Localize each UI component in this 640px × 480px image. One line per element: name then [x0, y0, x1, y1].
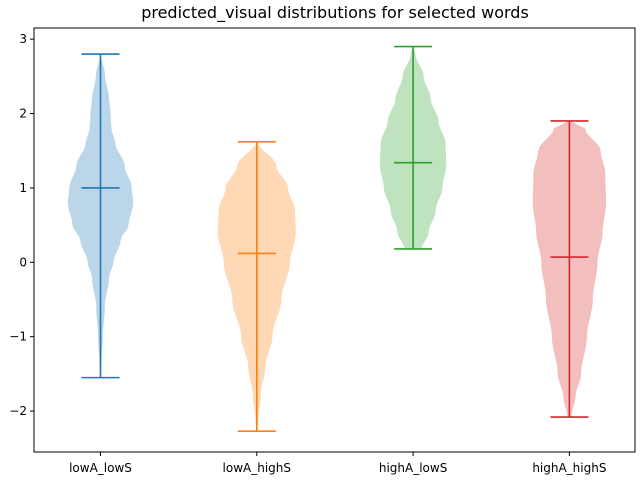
chart-title: predicted_visual distributions for selec…: [141, 3, 529, 23]
x-tick-label-1: lowA_lowS: [69, 461, 132, 475]
y-axis: −2 −1 0 1 2 3: [9, 32, 34, 418]
plot-frame: [33, 27, 636, 453]
y-tick-label-1: −2: [9, 404, 27, 418]
y-tick-label-4: 1: [19, 181, 27, 195]
x-tick-label-4: highA_highS: [532, 461, 606, 475]
y-tick-label-3: 0: [19, 255, 27, 269]
x-axis: lowA_lowS lowA_highS highA_lowS highA_highS: [69, 452, 606, 475]
y-tick-label-2: −1: [9, 330, 27, 344]
x-tick-label-3: highA_lowS: [379, 461, 447, 475]
y-tick-label-5: 2: [19, 107, 27, 121]
y-tick-label-6: 3: [19, 32, 27, 46]
x-tick-label-2: lowA_highS: [223, 461, 291, 475]
stat-lines-group: [81, 45, 589, 432]
